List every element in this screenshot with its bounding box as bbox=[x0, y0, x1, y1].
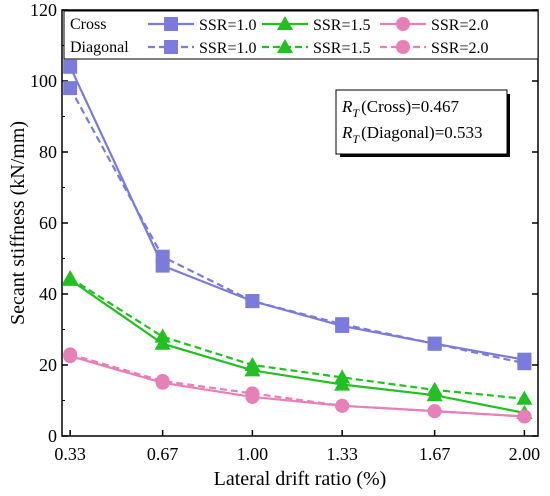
legend-item-cross-ssr-1-5: SSR=1.5 bbox=[262, 15, 371, 34]
y-axis-title: Secant stiffness (kN/mm) bbox=[7, 121, 29, 325]
series-layer bbox=[62, 59, 533, 424]
point-cross-ssr-1-5-1 bbox=[154, 335, 171, 350]
legend-marker bbox=[164, 40, 178, 54]
legend-label: SSR=1.0 bbox=[199, 17, 257, 34]
x-tick-label: 1.67 bbox=[419, 444, 451, 464]
point-cross-ssr-1-0-3 bbox=[335, 318, 350, 333]
y-tick-label: 40 bbox=[39, 284, 57, 304]
series-cross-ssr-1-0 bbox=[63, 59, 532, 367]
legend: Cross Diagonal SSR=1.0 SSR=1.5 SSR=2.0 SSR=… bbox=[63, 10, 539, 60]
point-cross-ssr-2-0-2 bbox=[245, 389, 260, 404]
annotation-diagonal-subscript: T bbox=[352, 132, 360, 146]
y-tick-label: 80 bbox=[39, 142, 57, 162]
annotation-diagonal-symbol: R bbox=[341, 123, 353, 142]
y-tick-label: 0 bbox=[48, 426, 57, 446]
annotation-box-shadow-bottom bbox=[340, 154, 510, 157]
point-cross-ssr-2-0-4 bbox=[427, 404, 442, 419]
point-cross-ssr-1-0-2 bbox=[245, 294, 260, 309]
series-diagonal-ssr-1-5 bbox=[62, 269, 533, 405]
legend-label: SSR=1.5 bbox=[313, 40, 371, 57]
point-cross-ssr-2-0-3 bbox=[335, 398, 350, 413]
y-axis: 0 20 40 60 80 100 120 bbox=[30, 0, 538, 446]
point-cross-ssr-2-0-1 bbox=[155, 375, 170, 390]
series-cross-ssr-1-5 bbox=[62, 271, 533, 419]
x-axis: 0.33 0.67 1.00 1.33 1.67 2.00 bbox=[54, 10, 540, 464]
legend-row-cross-label: Cross bbox=[70, 16, 106, 33]
annotation-cross-subscript: T bbox=[352, 106, 360, 120]
legend-label: SSR=2.0 bbox=[431, 17, 489, 34]
legend-item-diagonal-ssr-1-0: SSR=1.0 bbox=[148, 40, 257, 57]
y-tick-label: 60 bbox=[39, 213, 57, 233]
point-cross-ssr-1-0-1 bbox=[155, 258, 170, 273]
point-cross-ssr-1-0-0 bbox=[63, 59, 78, 74]
annotation-cross-text: (Cross)=0.467 bbox=[361, 97, 459, 116]
y-tick-label: 20 bbox=[39, 355, 57, 375]
series-line-diagonal-ssr-1-0 bbox=[69, 87, 525, 365]
series-line-diagonal-ssr-1-5 bbox=[69, 277, 525, 400]
point-diagonal-ssr-1-5-5 bbox=[516, 390, 533, 405]
x-tick-label: 0.33 bbox=[54, 444, 86, 464]
annotation-box bbox=[335, 89, 508, 155]
legend-item-diagonal-ssr-1-5: SSR=1.5 bbox=[262, 38, 371, 57]
annotation-cross-symbol: R bbox=[341, 97, 353, 116]
legend-item-diagonal-ssr-2-0: SSR=2.0 bbox=[380, 40, 489, 57]
point-diagonal-ssr-1-5-1 bbox=[154, 328, 171, 343]
point-cross-ssr-1-5-4 bbox=[426, 387, 443, 402]
point-diagonal-ssr-1-0-0 bbox=[63, 81, 78, 96]
legend-marker bbox=[164, 17, 178, 31]
legend-marker bbox=[276, 15, 294, 31]
series-cross-ssr-2-0 bbox=[63, 349, 532, 424]
x-tick-label: 1.33 bbox=[326, 444, 358, 464]
point-cross-ssr-2-0-5 bbox=[517, 409, 532, 424]
plot-frame bbox=[61, 9, 539, 437]
x-tick-label: 1.00 bbox=[237, 444, 269, 464]
point-cross-ssr-1-0-4 bbox=[427, 336, 442, 351]
legend-item-cross-ssr-1-0: SSR=1.0 bbox=[148, 17, 257, 34]
point-cross-ssr-1-5-0 bbox=[62, 271, 79, 286]
legend-marker bbox=[396, 17, 410, 31]
legend-box bbox=[63, 10, 539, 60]
x-tick-label: 2.00 bbox=[509, 444, 541, 464]
y-tick-label: 120 bbox=[30, 0, 57, 20]
series-line-cross-ssr-2-0 bbox=[69, 355, 525, 418]
point-cross-ssr-1-5-2 bbox=[244, 362, 261, 377]
legend-label: SSR=1.0 bbox=[199, 40, 257, 57]
legend-label: SSR=1.5 bbox=[313, 17, 371, 34]
legend-item-cross-ssr-2-0: SSR=2.0 bbox=[380, 17, 489, 34]
x-axis-title: Lateral drift ratio (%) bbox=[214, 468, 387, 490]
y-tick-label: 100 bbox=[30, 71, 57, 91]
annotation-box-shadow bbox=[507, 94, 510, 157]
legend-marker bbox=[276, 38, 294, 54]
x-tick-label: 0.67 bbox=[147, 444, 179, 464]
legend-row-diagonal-label: Diagonal bbox=[70, 39, 129, 56]
legend-label: SSR=2.0 bbox=[431, 40, 489, 57]
point-diagonal-ssr-1-5-3 bbox=[334, 369, 351, 384]
point-cross-ssr-1-0-5 bbox=[517, 352, 532, 367]
series-line-cross-ssr-1-0 bbox=[69, 66, 525, 361]
annotation-diagonal: RT (Diagonal)=0.533 bbox=[341, 123, 483, 146]
legend-marker bbox=[396, 40, 410, 54]
point-cross-ssr-1-5-3 bbox=[334, 376, 351, 391]
point-cross-ssr-2-0-0 bbox=[63, 349, 78, 364]
series-line-cross-ssr-1-5 bbox=[69, 278, 525, 414]
annotation-cross: RT (Cross)=0.467 bbox=[341, 97, 459, 120]
series-line-diagonal-ssr-2-0 bbox=[69, 353, 525, 418]
annotation: RT (Cross)=0.467 RT (Diagonal)=0.533 bbox=[335, 89, 510, 157]
annotation-diagonal-text: (Diagonal)=0.533 bbox=[361, 123, 482, 142]
